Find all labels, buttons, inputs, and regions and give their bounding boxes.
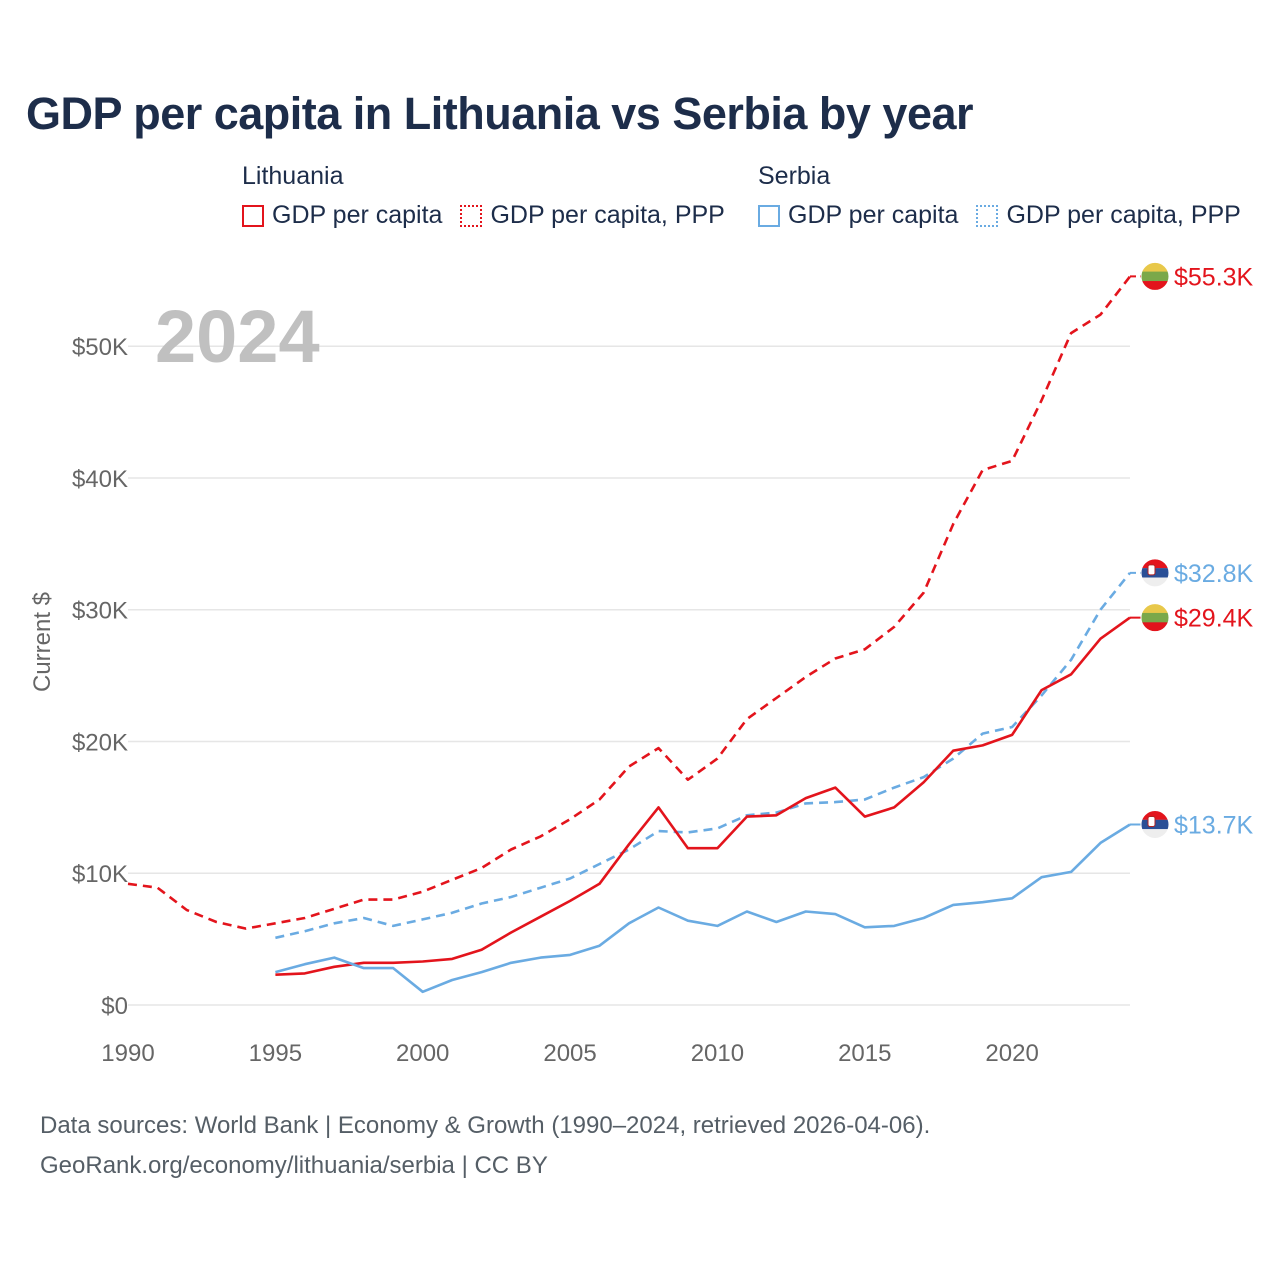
legend-country-label: Serbia: [758, 162, 831, 190]
legend-group-lithuania: Lithuania GDP per capita GDP per capita,…: [242, 162, 743, 230]
legend-swatch-solid: [242, 204, 264, 227]
legend-item-label: GDP per capita, PPP: [490, 201, 725, 229]
axes: $0 $10K $20K $30K $40K $50K 1990 1995 2000 2005 20…: [72, 334, 1039, 1067]
series-line-lithuania-gdp-per-capita[interactable]: [275, 616, 1131, 976]
legend-group-serbia: Serbia GDP per capita GDP per capita, PP…: [758, 162, 1259, 230]
chart-title: GDP per capita in Lithuania vs Serbia by…: [26, 88, 974, 139]
endpoint-value-label: $29.4K: [1174, 605, 1254, 633]
footer-sources: Data sources: World Bank | Economy & Gro…: [40, 1112, 931, 1139]
legend-item-label: GDP per capita: [788, 201, 959, 229]
x-tick-label: 2020: [985, 1040, 1038, 1067]
legend-swatch-solid: [758, 204, 780, 227]
legend-swatch-dotted: [976, 204, 999, 227]
legend-country-label: Lithuania: [242, 162, 344, 190]
x-tick-label: 2010: [691, 1040, 744, 1067]
x-tick-label: 2000: [396, 1040, 449, 1067]
y-tick-label: $50K: [72, 334, 128, 361]
legend-item-serbia-gdp[interactable]: GDP per capita: [758, 201, 958, 230]
x-tick-label: 2015: [838, 1040, 891, 1067]
series-line-serbia-gdp-per-capita[interactable]: [275, 823, 1131, 994]
endpoint-value-label: $32.8K: [1174, 560, 1254, 588]
endpoint-value-label: $13.7K: [1174, 811, 1254, 839]
y-tick-label: $0: [101, 993, 128, 1020]
grid-lines: [128, 345, 1130, 1006]
lithuania-flag-icon: [1140, 261, 1170, 291]
serbia-flag-icon: [1140, 809, 1170, 839]
footer: Data sources: World Bank | Economy & Gro…: [40, 1106, 930, 1186]
y-tick-label: $30K: [72, 598, 128, 625]
legend-item-lithuania-gdp-ppp[interactable]: GDP per capita, PPP: [460, 201, 725, 230]
y-axis-label: Current $: [29, 592, 56, 692]
lithuania-flag-icon: [1140, 603, 1170, 633]
legend-item-label: GDP per capita, PPP: [1006, 201, 1241, 229]
serbia-flag-icon: [1140, 558, 1170, 588]
y-tick-label: $20K: [72, 729, 128, 756]
footer-link[interactable]: GeoRank.org/economy/lithuania/serbia | C…: [40, 1152, 548, 1179]
x-tick-label: 2005: [543, 1040, 596, 1067]
y-tick-label: $40K: [72, 466, 128, 493]
year-watermark: 2024: [155, 295, 320, 378]
y-tick-label: $10K: [72, 861, 128, 888]
x-tick-label: 1995: [249, 1040, 302, 1067]
line-chart: 2024 $0 $10K $20K $30K $40K $50K 1990 1995 2000 2…: [29, 261, 1254, 1067]
series-line-serbia-gdp-per-capita-ppp[interactable]: [275, 571, 1132, 940]
legend-item-lithuania-gdp[interactable]: GDP per capita: [242, 201, 442, 230]
endpoint-labels: $55.3K $32.8K $29.4K $13.7K: [1130, 261, 1254, 839]
legend-item-serbia-gdp-ppp[interactable]: GDP per capita, PPP: [976, 201, 1241, 230]
legend-item-label: GDP per capita: [272, 201, 443, 229]
legend-swatch-dotted: [460, 204, 483, 227]
x-tick-label: 1990: [101, 1040, 154, 1067]
endpoint-value-label: $55.3K: [1174, 263, 1254, 291]
series: [127, 275, 1132, 994]
